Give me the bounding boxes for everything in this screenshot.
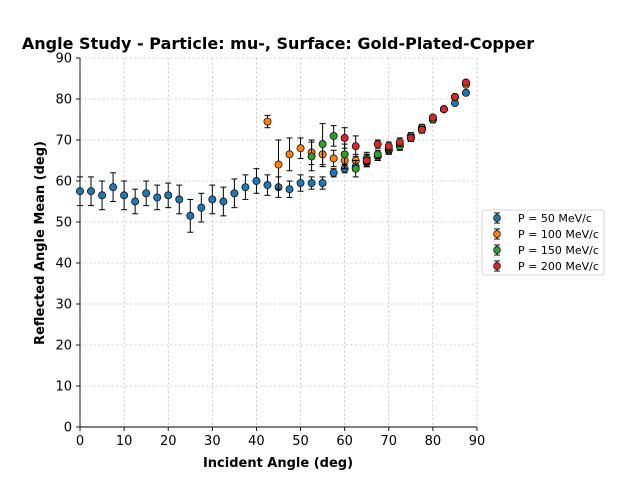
data-point xyxy=(241,183,250,192)
data-point xyxy=(351,142,360,151)
data-point xyxy=(76,187,84,196)
data-point xyxy=(373,140,382,149)
data-point xyxy=(296,179,305,187)
legend-label: P = 50 MeV/c xyxy=(518,212,592,225)
data-point xyxy=(307,179,316,187)
data-point xyxy=(98,191,107,200)
legend-marker xyxy=(493,230,501,238)
data-point xyxy=(307,152,316,161)
x-tick-label: 90 xyxy=(469,434,486,449)
data-point xyxy=(406,133,415,142)
data-point xyxy=(164,191,173,200)
data-point xyxy=(219,197,228,206)
x-tick-label: 30 xyxy=(204,434,221,449)
legend-entry: P = 200 MeV/c xyxy=(493,260,599,273)
grid xyxy=(79,57,478,428)
y-tick-label: 10 xyxy=(55,380,72,395)
data-point xyxy=(462,78,470,87)
legend-entry: P = 150 MeV/c xyxy=(493,244,599,257)
data-point xyxy=(318,179,327,187)
y-tick-label: 50 xyxy=(55,216,72,231)
data-point xyxy=(109,183,118,192)
data-point xyxy=(329,154,338,163)
x-tick-label: 10 xyxy=(116,434,133,449)
y-tick-label: 40 xyxy=(55,257,72,272)
x-tick-label: 40 xyxy=(248,434,265,449)
legend: P = 50 MeV/c P = 100 MeV/c P = 150 MeV/c P … xyxy=(481,209,605,276)
data-point xyxy=(230,189,239,198)
data-point xyxy=(153,193,162,202)
legend-label: P = 100 MeV/c xyxy=(518,228,599,241)
data-point xyxy=(263,117,272,126)
y-tick-label: 70 xyxy=(55,134,72,149)
data-point xyxy=(208,195,217,204)
data-point xyxy=(329,168,338,177)
legend-entry: P = 100 MeV/c xyxy=(493,228,599,241)
data-point xyxy=(285,185,294,194)
legend-label: P = 200 MeV/c xyxy=(518,260,599,273)
series-2 xyxy=(263,80,470,190)
x-axis-label: Incident Angle (deg) xyxy=(203,456,353,471)
data-point xyxy=(274,160,283,169)
y-axis-label: Reflected Angle Mean (deg) xyxy=(33,141,48,345)
data-point xyxy=(462,88,470,97)
y-tick-label: 60 xyxy=(55,175,72,190)
axes: 0 10 20 30 40 50 60 70 80 90 0 10 20 30 40 50 60 70 80 90 xyxy=(55,52,485,450)
x-tick-label: 20 xyxy=(160,434,177,449)
legend-entry: P = 50 MeV/c xyxy=(493,212,592,225)
legend-marker xyxy=(493,246,501,254)
data-point xyxy=(439,105,448,114)
data-point xyxy=(197,203,206,212)
y-tick-label: 90 xyxy=(55,52,72,67)
data-point xyxy=(285,150,294,159)
data-point xyxy=(296,144,305,153)
data-point xyxy=(384,142,393,151)
data-point xyxy=(351,164,360,173)
data-point xyxy=(252,177,261,185)
legend-box xyxy=(481,209,605,276)
legend-marker xyxy=(493,262,501,270)
x-tick-label: 70 xyxy=(381,434,398,449)
y-tick-label: 0 xyxy=(64,421,72,436)
data-point xyxy=(120,191,129,200)
data-point xyxy=(318,140,327,149)
data-point xyxy=(395,138,404,146)
data-point xyxy=(417,125,426,134)
x-tick-label: 50 xyxy=(292,434,309,449)
y-tick-label: 20 xyxy=(55,339,72,354)
data-point xyxy=(450,92,459,101)
x-tick-label: 0 xyxy=(76,434,84,449)
x-tick-label: 60 xyxy=(336,434,353,449)
y-tick-label: 30 xyxy=(55,298,72,313)
data-point xyxy=(186,211,195,220)
x-tick-label: 80 xyxy=(425,434,442,449)
series-1 xyxy=(76,88,470,233)
data-point xyxy=(373,150,382,159)
data-points xyxy=(76,78,470,233)
y-tick-label: 80 xyxy=(55,93,72,108)
data-point xyxy=(340,150,349,159)
series-4 xyxy=(340,78,470,168)
data-point xyxy=(131,197,140,206)
chart-title: Angle Study - Particle: mu-, Surface: Go… xyxy=(22,34,534,53)
data-point xyxy=(175,195,184,204)
data-point xyxy=(263,181,272,190)
data-point xyxy=(428,113,437,122)
legend-label: P = 150 MeV/c xyxy=(518,244,599,257)
data-point xyxy=(87,187,95,196)
data-point xyxy=(142,189,151,198)
data-point xyxy=(329,131,338,140)
legend-marker xyxy=(493,214,501,222)
data-point xyxy=(340,133,349,142)
data-point xyxy=(362,156,371,165)
